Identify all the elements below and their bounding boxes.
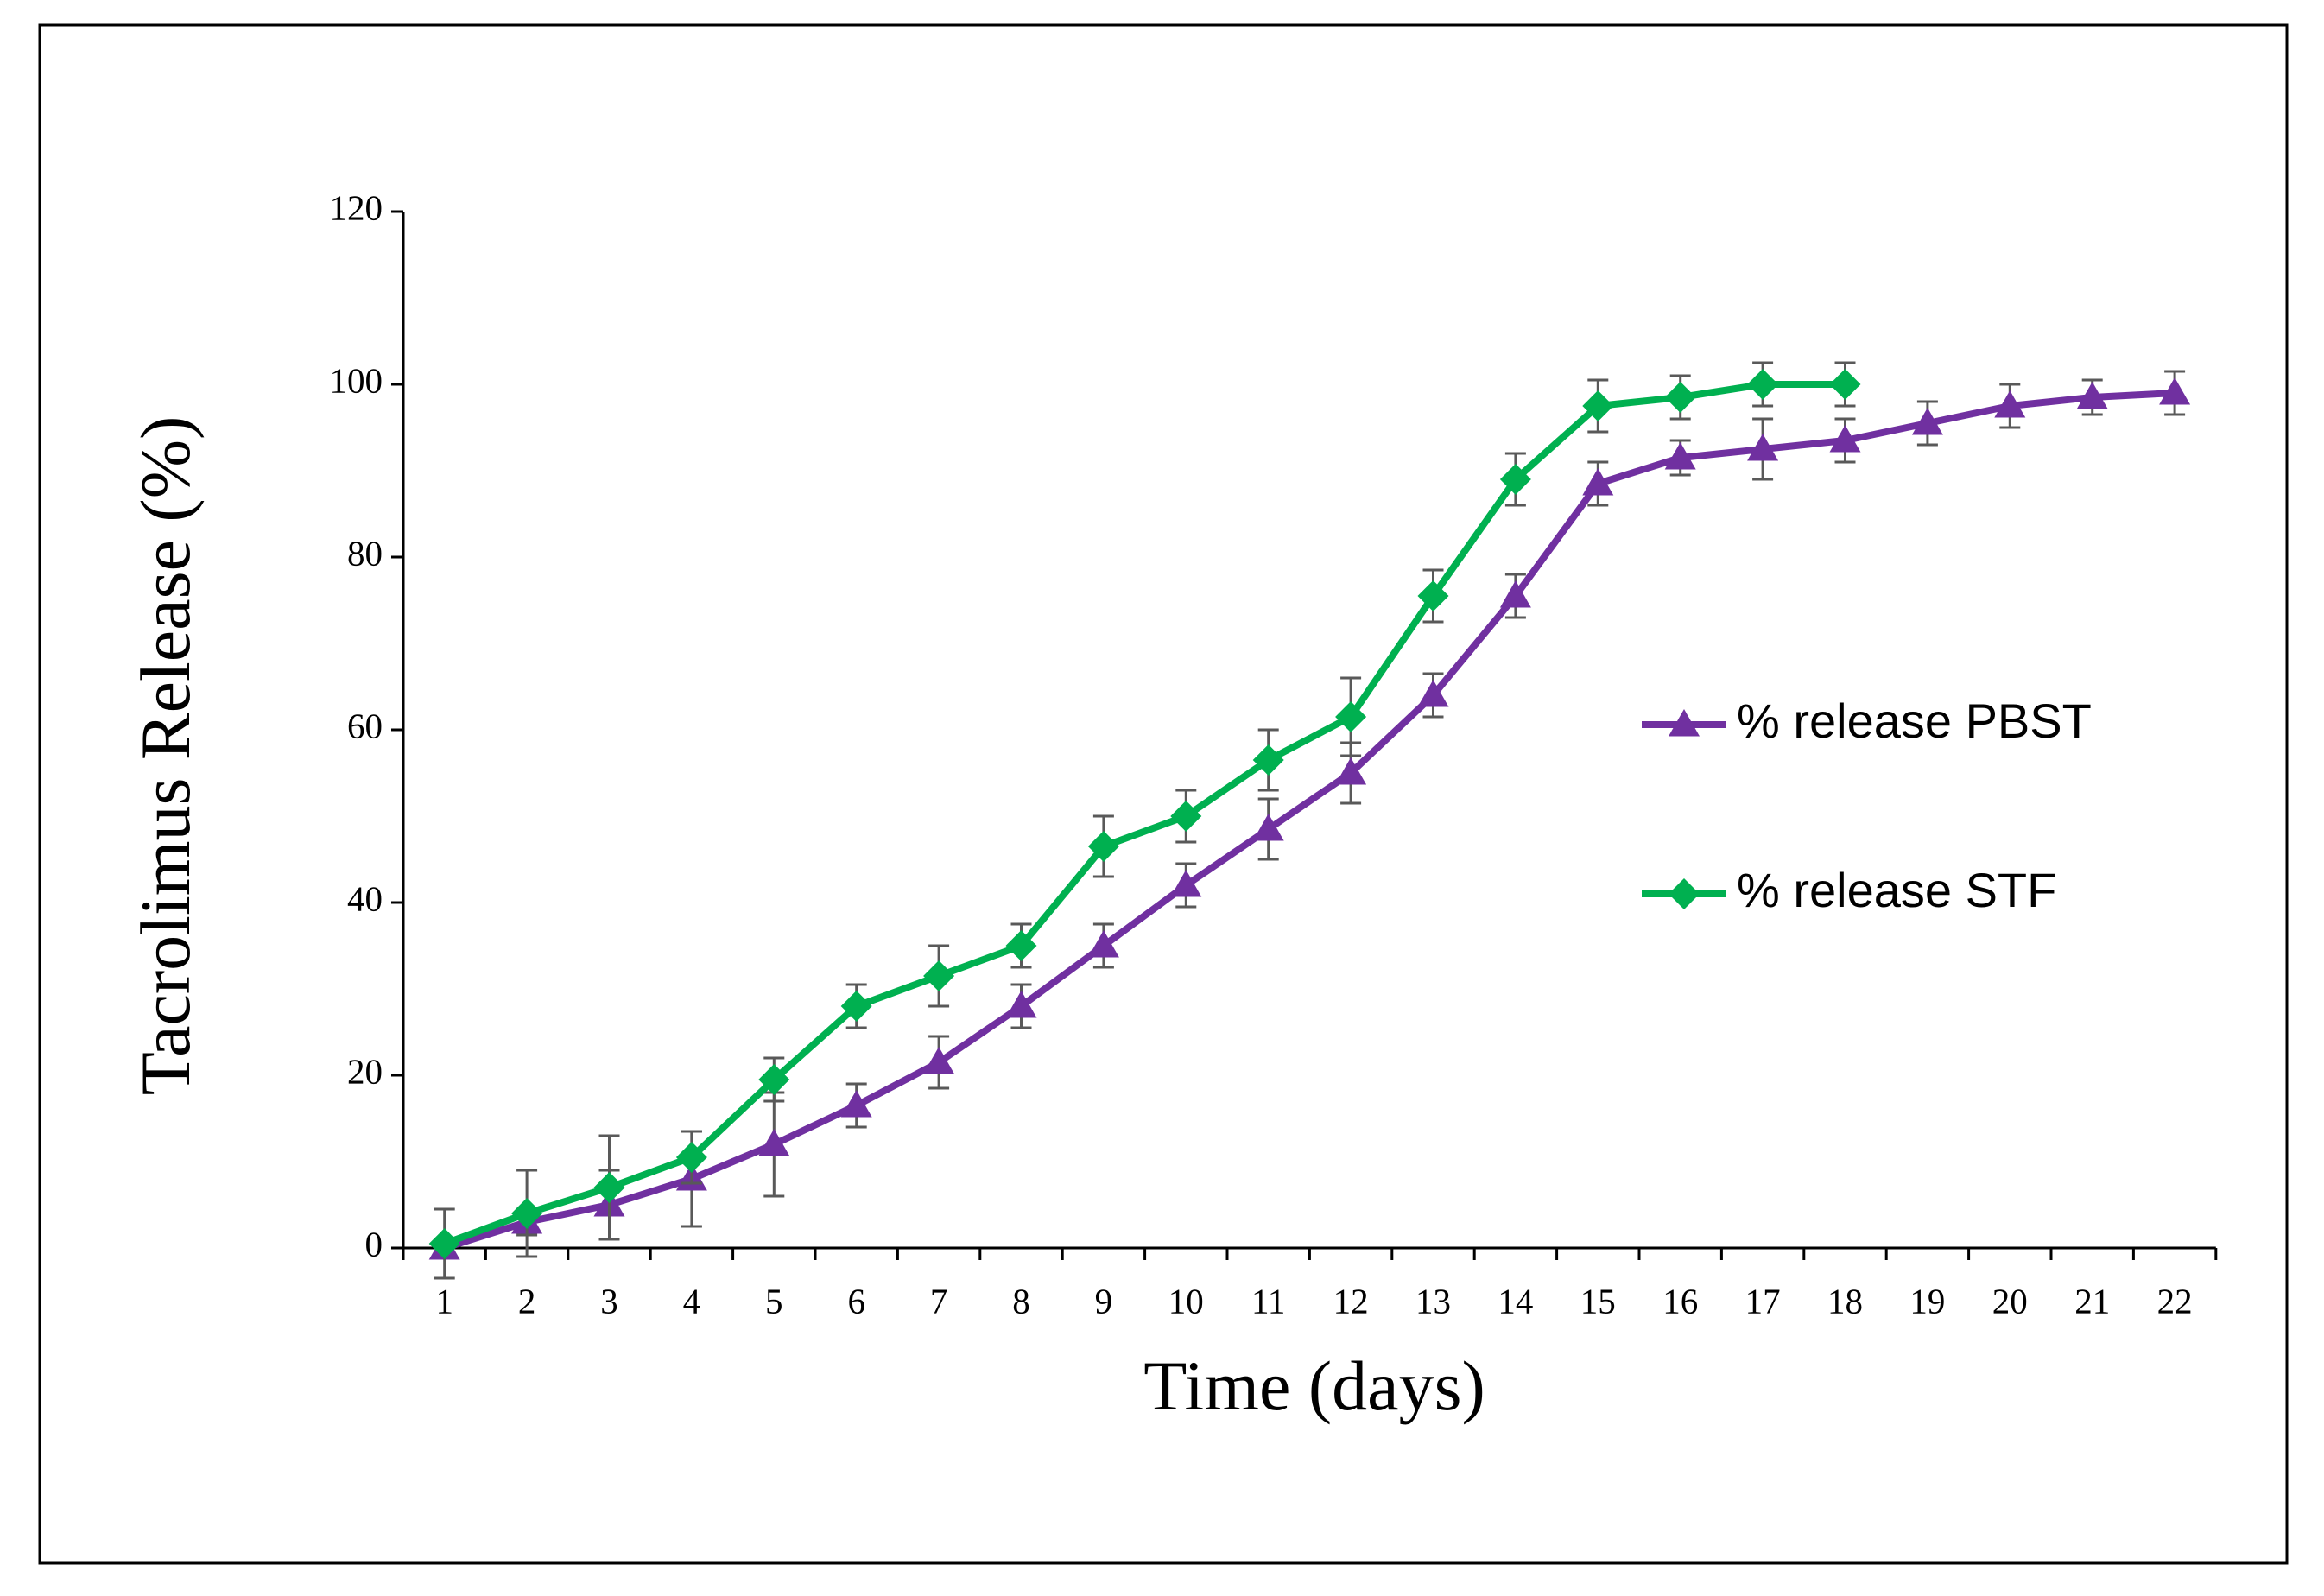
- marker: [1582, 390, 1614, 421]
- x-tick-label: 3: [600, 1281, 618, 1320]
- marker: [675, 1142, 707, 1173]
- marker: [2076, 382, 2108, 409]
- marker: [1335, 757, 1367, 785]
- marker: [1499, 580, 1531, 608]
- marker: [923, 1047, 955, 1074]
- x-tick-label: 2: [518, 1281, 536, 1320]
- x-tick-label: 16: [1662, 1281, 1698, 1320]
- x-tick-label: 14: [1498, 1281, 1533, 1320]
- x-tick-label: 7: [930, 1281, 948, 1320]
- marker: [758, 1064, 790, 1095]
- marker: [1335, 701, 1367, 732]
- y-tick-label: 60: [347, 706, 383, 745]
- marker: [428, 1228, 460, 1259]
- marker: [1087, 930, 1119, 958]
- marker: [1994, 390, 2026, 418]
- marker: [1252, 744, 1284, 776]
- x-tick-label: 1: [435, 1281, 453, 1320]
- x-tick-label: 11: [1251, 1281, 1285, 1320]
- x-tick-label: 17: [1745, 1281, 1781, 1320]
- marker: [1829, 369, 1861, 400]
- marker: [1747, 369, 1779, 400]
- x-tick-label: 13: [1415, 1281, 1451, 1320]
- x-tick-label: 19: [1909, 1281, 1945, 1320]
- x-tick-label: 20: [1992, 1281, 2028, 1320]
- series-line: [443, 390, 2175, 1251]
- x-tick-label: 18: [1827, 1281, 1863, 1320]
- marker: [1747, 434, 1779, 461]
- marker: [2159, 377, 2191, 405]
- marker: [758, 1129, 790, 1156]
- marker: [1829, 425, 1861, 453]
- marker: [1669, 878, 1700, 909]
- legend-label: % release PBST: [1737, 694, 2092, 748]
- marker: [1005, 930, 1037, 961]
- marker: [511, 1198, 543, 1229]
- x-axis-title: Time (days): [1143, 1346, 1485, 1425]
- marker: [1499, 464, 1531, 495]
- x-tick-label: 10: [1168, 1281, 1204, 1320]
- marker: [1582, 468, 1614, 496]
- marker: [1087, 831, 1119, 862]
- marker: [1417, 580, 1449, 611]
- x-tick-label: 4: [683, 1281, 701, 1320]
- marker: [1252, 814, 1284, 841]
- marker: [1664, 382, 1696, 413]
- x-tick-label: 5: [765, 1281, 783, 1320]
- marker: [1005, 991, 1037, 1018]
- x-tick-label: 21: [2074, 1281, 2110, 1320]
- x-tick-label: 15: [1580, 1281, 1616, 1320]
- marker: [1664, 442, 1696, 470]
- y-tick-label: 100: [330, 360, 383, 400]
- x-tick-label: 9: [1095, 1281, 1113, 1320]
- marker: [923, 960, 955, 991]
- frame: [38, 23, 2289, 1565]
- y-tick-label: 120: [330, 187, 383, 227]
- x-tick-label: 8: [1012, 1281, 1030, 1320]
- y-tick-label: 0: [365, 1224, 383, 1264]
- marker: [1170, 870, 1202, 897]
- marker: [840, 991, 872, 1022]
- marker: [840, 1090, 872, 1118]
- x-tick-label: 22: [2157, 1281, 2193, 1320]
- y-tick-label: 40: [347, 878, 383, 918]
- x-tick-label: 6: [847, 1281, 865, 1320]
- legend-label: % release STF: [1737, 863, 2056, 917]
- marker: [1669, 709, 1700, 737]
- y-tick-label: 20: [347, 1051, 383, 1091]
- y-axis-title: Tacrolimus Release (%): [126, 416, 205, 1096]
- y-tick-label: 80: [347, 533, 383, 573]
- marker: [1911, 408, 1943, 435]
- marker: [1170, 801, 1202, 832]
- x-tick-label: 12: [1333, 1281, 1369, 1320]
- marker: [593, 1172, 625, 1203]
- marker: [1417, 680, 1449, 707]
